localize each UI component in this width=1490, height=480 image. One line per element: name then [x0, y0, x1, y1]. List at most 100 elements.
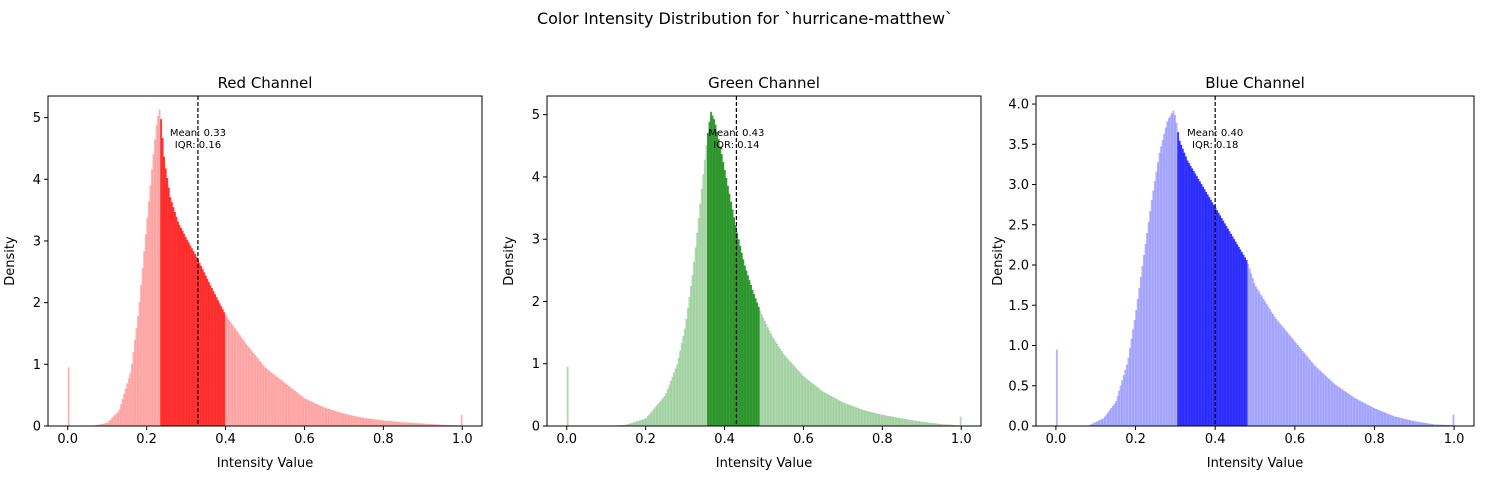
histogram-bar	[297, 393, 300, 426]
histogram-bar	[1146, 232, 1148, 426]
histogram-bar	[784, 355, 786, 426]
histogram-bar	[150, 169, 153, 426]
histogram-bar	[1255, 286, 1257, 426]
iqr-label: IQR: 0.14	[713, 140, 759, 151]
histogram-bar	[682, 335, 685, 426]
histogram-bar	[773, 339, 776, 426]
histogram-bar	[1362, 402, 1365, 426]
histogram-bar	[1248, 268, 1251, 426]
histogram-bar	[1244, 257, 1246, 426]
histogram-bar	[913, 420, 916, 426]
histogram-bar	[103, 423, 106, 426]
histogram-bar	[1438, 424, 1441, 426]
histogram-bar	[646, 416, 649, 426]
histogram-bar	[1223, 223, 1226, 426]
histogram-bar	[129, 372, 132, 426]
histogram-bar	[1278, 322, 1281, 426]
histogram-bar	[813, 384, 816, 426]
histogram-bar	[625, 424, 628, 426]
histogram-bar	[893, 417, 896, 426]
histogram-bar	[1348, 394, 1351, 426]
histogram-bar	[203, 272, 206, 426]
histogram-bar	[109, 419, 112, 426]
histogram-bar	[263, 366, 266, 426]
histogram-bar	[1304, 354, 1307, 426]
histogram-bar	[1446, 424, 1449, 426]
histogram-bar	[416, 423, 418, 426]
histogram-bar	[346, 414, 349, 426]
histogram-bar	[1157, 162, 1159, 427]
histogram-bar	[399, 421, 401, 426]
histogram-bar	[408, 422, 411, 426]
histogram-bar	[822, 391, 825, 426]
histogram-bar	[1338, 387, 1341, 426]
histogram-bar	[374, 419, 377, 426]
histogram-bar	[1234, 241, 1237, 426]
histogram-bar	[1335, 385, 1338, 426]
histogram-bar	[945, 424, 948, 426]
histogram-bar	[234, 328, 237, 426]
histogram-bar	[1388, 414, 1391, 426]
histogram-bar	[683, 328, 686, 426]
histogram-bar	[154, 139, 156, 426]
histogram-bar	[944, 424, 947, 426]
histogram-bar	[1356, 399, 1358, 426]
histogram-bar	[414, 423, 417, 426]
histogram-bar	[305, 398, 307, 426]
histogram-bar	[1141, 265, 1144, 426]
x-tick-label: 0.2	[635, 432, 656, 447]
histogram-bar	[1410, 420, 1413, 426]
histogram-bar	[1230, 233, 1232, 426]
histogram-bar	[117, 411, 119, 426]
histogram-bar	[144, 234, 147, 426]
histogram-bar	[1222, 220, 1225, 426]
histogram-bar	[1421, 422, 1424, 426]
histogram-bar	[446, 424, 449, 426]
histogram-bar	[363, 418, 366, 426]
histogram-bar	[340, 412, 343, 426]
histogram-bar	[163, 156, 166, 426]
x-tick-label: 0.8	[373, 432, 394, 447]
histogram-bar	[851, 406, 854, 426]
histogram-bar	[717, 139, 720, 427]
histogram-bar	[402, 422, 405, 426]
histogram-bar	[425, 423, 428, 426]
histogram-bars	[67, 109, 463, 427]
histogram-bar	[1380, 411, 1383, 426]
histogram-bar	[643, 418, 646, 426]
histogram-bar	[1394, 416, 1397, 426]
histogram-bar	[369, 418, 372, 426]
histogram-bar	[442, 424, 445, 426]
histogram-bar	[332, 410, 335, 426]
histogram-bar	[1298, 346, 1301, 426]
histogram-bar	[1208, 197, 1211, 426]
histogram-bar	[181, 230, 184, 426]
histogram-bar	[152, 154, 155, 426]
histogram-bar	[1197, 178, 1200, 426]
histogram-bar	[793, 365, 796, 426]
y-tick-label: 1	[532, 357, 540, 372]
histogram-bar	[243, 341, 246, 426]
histogram-bar	[710, 111, 712, 426]
histogram-bar	[660, 399, 663, 426]
histogram-bar	[1342, 389, 1344, 426]
histogram-bar	[281, 381, 284, 426]
histogram-bar	[1427, 423, 1430, 426]
histogram-bar	[206, 278, 209, 426]
histogram-bar	[147, 201, 150, 426]
histogram-bar	[212, 291, 215, 426]
mean-label: Mean: 0.40	[1187, 128, 1243, 139]
histogram-bar	[385, 420, 388, 426]
histogram-bar	[431, 424, 434, 426]
histogram-bar	[659, 401, 662, 426]
histogram-bar	[214, 294, 216, 426]
histogram-bar	[1354, 398, 1357, 426]
y-tick-label: 2	[33, 296, 41, 311]
histogram-bar	[246, 345, 249, 426]
histogram-bar	[679, 350, 682, 426]
histogram-bar	[725, 177, 728, 426]
histogram-bar	[915, 420, 917, 426]
